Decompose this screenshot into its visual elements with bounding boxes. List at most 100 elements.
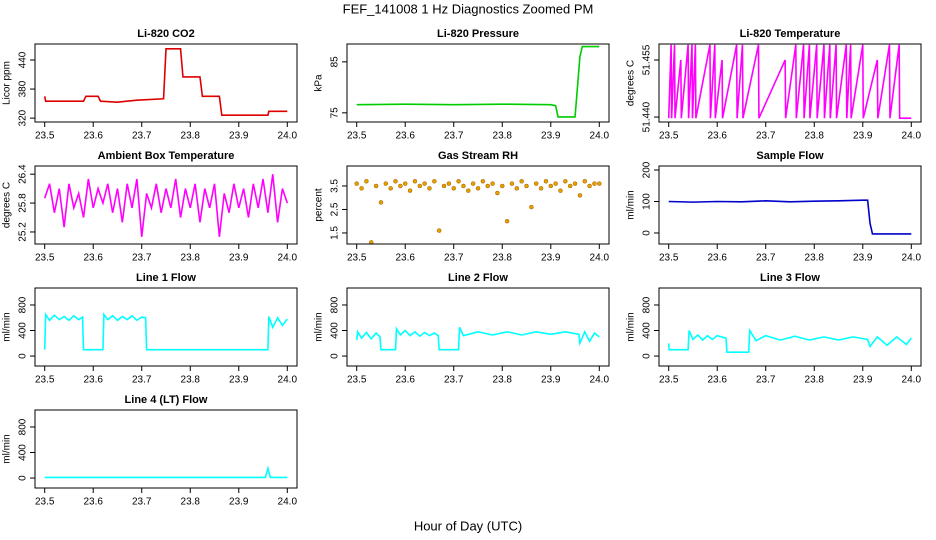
data-line	[667, 44, 912, 119]
x-tick-label: 23.8	[181, 375, 201, 386]
data-point	[543, 179, 549, 184]
y-tick-label: 3.5	[330, 179, 341, 193]
data-point	[388, 186, 393, 191]
y-tick-label: 1.5	[330, 226, 341, 240]
data-point	[553, 181, 558, 186]
y-axis-label: ml/min	[2, 312, 13, 341]
plot-box	[34, 409, 298, 489]
panel-title: Ambient Box Temperature	[98, 150, 235, 162]
data-point	[485, 183, 490, 189]
x-tick-label: 23.8	[181, 131, 201, 142]
y-axis-label: percent	[314, 188, 325, 222]
panel: Line 4 (LT) Flow ml/min 23.5 23.6 23.7 23.8 23…	[2, 394, 298, 508]
y-axis-label: kPa	[314, 74, 325, 92]
data-line	[43, 312, 288, 351]
y-tick-label: 25.8	[18, 193, 29, 213]
data-point	[398, 183, 403, 189]
x-tick-label: 24.0	[902, 375, 922, 386]
y-tick-label: 400	[642, 322, 653, 339]
panel: Li-820 Temperature degrees C 23.5 23.6 23.7 2…	[626, 28, 922, 142]
data-point	[538, 186, 544, 191]
y-tick-label: 400	[330, 322, 341, 339]
y-tick-label: 440	[18, 51, 29, 68]
data-point	[441, 183, 447, 189]
data-point	[354, 181, 359, 186]
x-axis-label: Hour of Day (UTC)	[414, 518, 522, 533]
data-point	[417, 183, 423, 189]
x-tick-label: 23.7	[132, 375, 152, 386]
x-tick-label: 23.7	[444, 375, 464, 386]
x-tick-label: 23.5	[35, 131, 55, 142]
data-point	[582, 179, 587, 184]
data-point	[558, 188, 563, 193]
data-point	[504, 218, 510, 224]
y-tick-label: 0	[18, 353, 29, 359]
data-line	[43, 48, 288, 117]
y-tick-label: 800	[642, 296, 653, 313]
x-tick-label: 24.0	[902, 131, 922, 142]
panel: Li-820 CO2 Licor ppm 23.5 23.6 23.7 23.8 23.9 2…	[2, 28, 298, 142]
main-title: FEF_141008 1 Hz Diagnostics Zoomed PM	[343, 1, 594, 16]
x-tick-label: 23.9	[541, 253, 561, 264]
y-tick-label: 800	[330, 296, 341, 313]
panel: Line 2 Flow ml/min 23.5 23.6 23.7 23.8 23.9 24.…	[314, 272, 610, 386]
data-point	[500, 183, 505, 189]
panel: Line 1 Flow ml/min 23.5 23.6 23.7 23.8 23.9 24.…	[2, 272, 298, 386]
plot-box	[34, 165, 298, 245]
plot-box	[658, 287, 922, 367]
data-point	[461, 183, 466, 189]
data-point	[470, 181, 476, 186]
x-tick-label: 23.9	[229, 131, 249, 142]
plot-box	[346, 165, 610, 245]
y-axis-label: ml/min	[626, 190, 637, 219]
data-point	[369, 240, 374, 244]
x-tick-label: 23.8	[493, 253, 513, 264]
plot-box	[346, 43, 610, 123]
panel-title: Li-820 Temperature	[740, 28, 841, 40]
x-tick-label: 23.6	[83, 131, 103, 142]
data-point	[587, 183, 592, 189]
x-tick-label: 23.5	[347, 131, 367, 142]
data-point	[529, 204, 534, 210]
data-point	[456, 179, 461, 184]
y-tick-label: 380	[18, 80, 29, 97]
x-tick-label: 23.9	[541, 131, 561, 142]
x-tick-label: 23.6	[707, 253, 727, 264]
data-line	[668, 199, 912, 235]
data-point	[533, 181, 539, 186]
data-point	[422, 181, 427, 186]
data-line	[44, 465, 288, 479]
y-tick-label: 0	[18, 475, 29, 481]
y-tick-label: 800	[18, 296, 29, 313]
panel: Li-820 Pressure kPa 23.5 23.6 23.7 23.8 23.9 24…	[314, 28, 610, 142]
data-point	[563, 179, 568, 184]
plot-box	[346, 287, 610, 367]
x-tick-label: 23.7	[132, 253, 152, 264]
data-point	[427, 186, 432, 191]
x-tick-label: 23.8	[493, 375, 513, 386]
data-point	[407, 188, 413, 193]
data-point	[567, 183, 573, 189]
x-tick-label: 23.9	[853, 253, 873, 264]
x-tick-label: 23.6	[707, 131, 727, 142]
x-tick-label: 23.6	[83, 497, 103, 508]
data-point	[490, 181, 495, 186]
x-tick-label: 23.5	[347, 253, 367, 264]
data-point	[509, 181, 515, 186]
x-tick-label: 24.0	[278, 497, 298, 508]
y-tick-label: 25.2	[18, 222, 29, 242]
panel: Ambient Box Temperature degrees C 23.5 23.6…	[2, 150, 298, 264]
y-tick-label: 2.5	[330, 202, 341, 216]
data-line	[667, 327, 912, 354]
x-tick-label: 23.7	[132, 131, 152, 142]
x-tick-label: 24.0	[278, 253, 298, 264]
panel-title: Line 3 Flow	[760, 272, 820, 284]
data-line	[43, 174, 289, 237]
y-tick-label: 75	[330, 107, 341, 119]
panel: Gas Stream RH percent 23.5 23.6 23.7 23.8 23.9…	[314, 150, 610, 264]
x-tick-label: 23.9	[229, 253, 249, 264]
x-tick-label: 23.6	[83, 375, 103, 386]
y-tick-label: 100	[642, 193, 653, 210]
y-tick-label: 0	[642, 353, 653, 359]
